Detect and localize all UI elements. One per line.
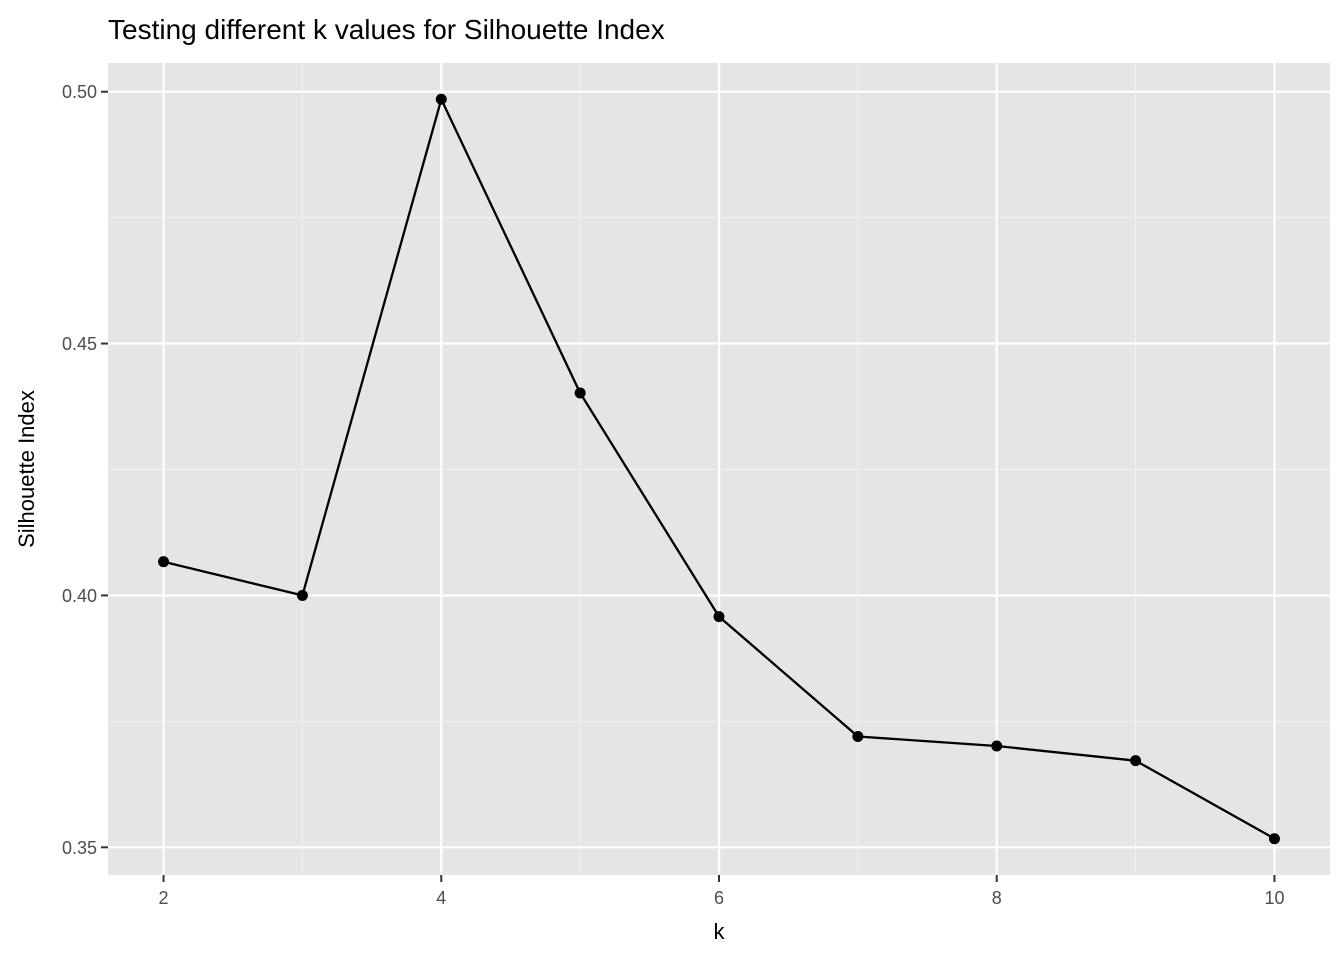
data-point [713,611,725,623]
series-layer [158,93,1280,845]
x-tick-label: 8 [992,888,1002,908]
data-point [991,740,1003,752]
data-point [1130,755,1142,767]
data-point [158,556,170,568]
x-tick-label: 2 [159,888,169,908]
x-tick-label: 10 [1264,888,1284,908]
major-gridlines [108,63,1330,875]
x-tick-label: 4 [436,888,446,908]
axis-ticks [101,90,1276,882]
data-point [435,93,447,105]
x-axis-title: k [714,919,726,944]
y-tick-label: 0.45 [62,334,97,354]
data-point [296,589,308,601]
y-tick-label: 0.40 [62,586,97,606]
data-point [574,387,586,399]
y-tick-label: 0.50 [62,82,97,102]
x-tick-label: 6 [714,888,724,908]
y-tick-label: 0.35 [62,838,97,858]
chart-title: Testing different k values for Silhouett… [108,14,665,45]
y-axis-tick-labels: 0.35 0.40 0.45 0.50 [62,82,97,858]
y-axis-title: Silhouette Index [14,390,39,548]
data-point [1268,833,1280,845]
x-axis-tick-labels: 2 4 6 8 10 [159,888,1285,908]
data-point [852,730,864,742]
